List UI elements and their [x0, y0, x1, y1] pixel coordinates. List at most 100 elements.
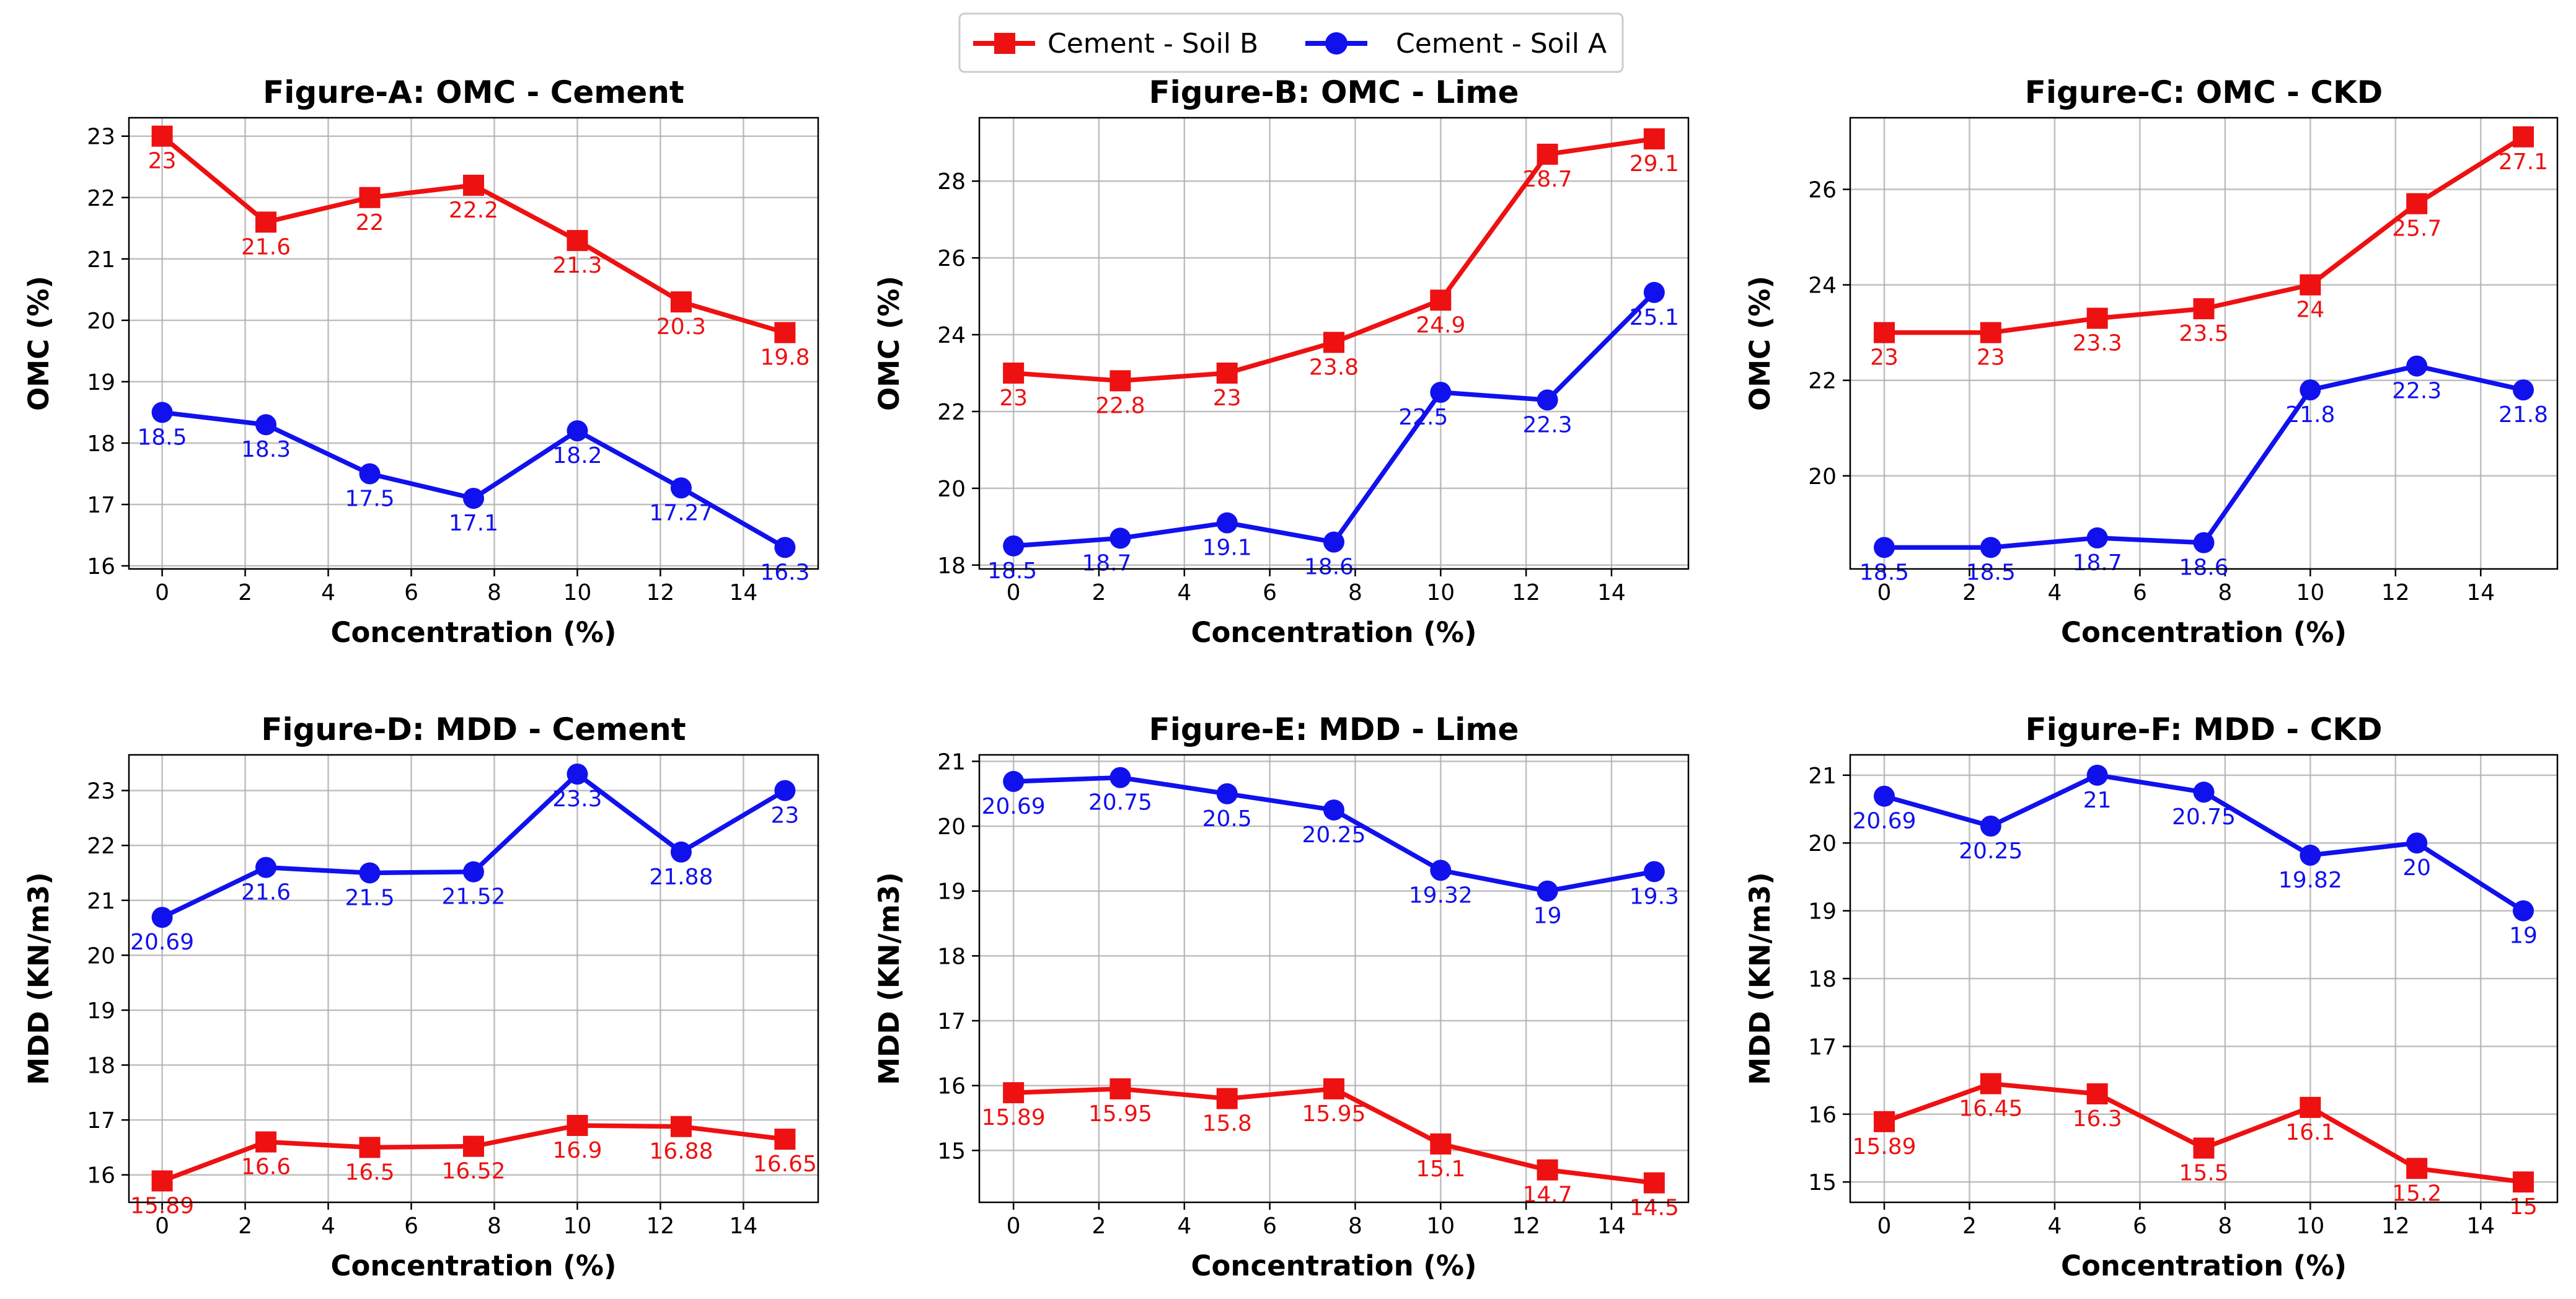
data-label: 15.89 — [1852, 1134, 1916, 1160]
data-label: 22.8 — [1095, 393, 1145, 418]
data-label: 23 — [999, 385, 1028, 411]
x-tick-label: 12 — [1512, 580, 1540, 605]
plot-frame — [978, 754, 1690, 1204]
data-point-marker — [2193, 532, 2215, 553]
data-label: 16.1 — [2285, 1120, 2335, 1145]
data-point-marker — [1003, 1082, 1025, 1104]
plot-frame — [978, 117, 1690, 570]
data-label: 18.7 — [2073, 550, 2122, 576]
data-point-marker — [2300, 1096, 2321, 1118]
y-tick-label: 17 — [87, 493, 115, 518]
data-label: 20.5 — [1202, 806, 1252, 832]
data-label: 19.3 — [1630, 884, 1679, 909]
data-point-marker — [1003, 363, 1025, 384]
x-tick-label: 0 — [1877, 580, 1892, 605]
data-label: 20.25 — [1959, 839, 2022, 864]
grid — [129, 118, 818, 569]
y-tick-label: 24 — [1808, 273, 1837, 299]
data-point-marker — [2086, 307, 2108, 329]
data-label: 20.69 — [982, 794, 1046, 819]
data-label: 23.3 — [2073, 331, 2122, 356]
data-point-marker — [2300, 274, 2321, 296]
data-point-marker — [1873, 1111, 1895, 1132]
data-point-marker — [2300, 379, 2321, 401]
y-tick-label: 19 — [87, 370, 115, 395]
x-tick-label: 0 — [1007, 580, 1021, 605]
series-cement-soil-a: 20.69 21.6 21.5 21.52 23.3 21.88 23 — [130, 764, 799, 955]
data-point-marker — [151, 402, 173, 423]
x-tick-label: 0 — [1007, 1213, 1021, 1239]
data-label: 24.9 — [1416, 312, 1465, 338]
data-label: 17.27 — [649, 500, 713, 526]
grid — [979, 118, 1688, 569]
data-point-marker — [2193, 298, 2215, 320]
data-label: 18.7 — [1082, 550, 1131, 576]
x-tick-label: 8 — [2218, 1213, 2232, 1239]
data-label: 14.7 — [1523, 1182, 1573, 1208]
data-label: 18.5 — [138, 425, 187, 450]
data-point-marker — [567, 1114, 588, 1136]
y-tick-label: 28 — [937, 169, 966, 195]
data-label: 16.5 — [345, 1160, 394, 1185]
y-tick-label: 26 — [1808, 178, 1837, 203]
data-point-marker — [1643, 861, 1665, 883]
data-point-marker — [774, 780, 796, 801]
data-point-marker — [1003, 535, 1025, 557]
x-tick-label: 8 — [487, 1213, 501, 1239]
data-point-marker — [2086, 527, 2108, 548]
x-tick-label: 4 — [2047, 1213, 2062, 1239]
y-tick-label: 21 — [1808, 764, 1837, 789]
data-point-marker — [1109, 1078, 1131, 1099]
data-label: 23.3 — [552, 786, 602, 812]
data-point-marker — [1430, 860, 1452, 881]
data-label: 17.1 — [449, 511, 498, 536]
y-tick-label: 16 — [1808, 1103, 1837, 1128]
x-tick-label: 6 — [2133, 1213, 2147, 1239]
data-point-marker — [151, 125, 173, 147]
data-label: 15.95 — [1302, 1101, 1365, 1127]
data-point-marker — [255, 414, 277, 436]
x-tick-label: 2 — [238, 1213, 252, 1239]
x-tick-label: 2 — [1092, 580, 1106, 605]
series-cement-soil-a: 18.5 18.3 17.5 17.1 18.2 17.27 16.3 — [138, 402, 809, 585]
x-tick-label: 4 — [321, 580, 335, 605]
series-cement-soil-b: 15.89 15.95 15.8 15.95 15.1 14.7 14.5 — [982, 1078, 1679, 1221]
data-label: 15.95 — [1088, 1101, 1152, 1127]
data-point-marker — [1109, 527, 1131, 549]
data-label: 19.8 — [760, 345, 809, 371]
data-point-marker — [2513, 126, 2534, 148]
x-tick-label: 10 — [1426, 1213, 1455, 1239]
x-tick-label: 2 — [238, 580, 252, 605]
data-label: 20.3 — [656, 314, 706, 340]
y-tick-label: 15 — [937, 1138, 966, 1164]
data-point-marker — [255, 1131, 277, 1153]
data-point-marker — [567, 764, 588, 785]
y-tick-label: 18 — [87, 431, 115, 457]
chart-figure-f-mdd-ckd: 0 2 4 6 8 10 12 14 15 16 17 18 19 20 21 15.89 16.45 16.3 1… — [1744, 711, 2559, 1282]
data-label: 22 — [356, 210, 384, 236]
data-point-marker — [463, 174, 484, 196]
y-tick-label: 24 — [937, 323, 966, 348]
grid — [1850, 755, 2557, 1202]
data-label: 20.75 — [1088, 790, 1152, 816]
chart-title: Figure-E: MDD - Lime — [1149, 711, 1519, 747]
x-tick-label: 12 — [646, 1213, 675, 1239]
data-point-marker — [1109, 767, 1131, 788]
y-tick-label: 22 — [87, 834, 115, 859]
legend-item-cement-soil-a: Cement - Soil A — [1305, 28, 1607, 59]
chart-figure-d-mdd-cement: 0 2 4 6 8 10 12 14 16 17 18 19 20 21 22 23 15.89 16.6 16.5… — [22, 711, 819, 1282]
data-label: 27.1 — [2499, 149, 2548, 175]
series-cement-soil-b: 23 22.8 23 23.8 24.9 28.7 29.1 — [999, 128, 1679, 418]
data-point-marker — [2513, 900, 2534, 922]
data-point-marker — [463, 861, 484, 883]
data-label: 18.5 — [1859, 560, 1909, 585]
data-label: 23 — [148, 149, 177, 174]
data-point-marker — [1537, 1159, 1558, 1181]
data-label: 20 — [2402, 855, 2431, 881]
data-point-marker — [359, 862, 381, 884]
data-label: 23.5 — [2179, 321, 2228, 346]
data-point-marker — [1323, 531, 1344, 553]
data-label: 24 — [2296, 297, 2324, 323]
data-label: 18.6 — [2179, 555, 2228, 581]
data-label: 21.3 — [552, 253, 602, 278]
